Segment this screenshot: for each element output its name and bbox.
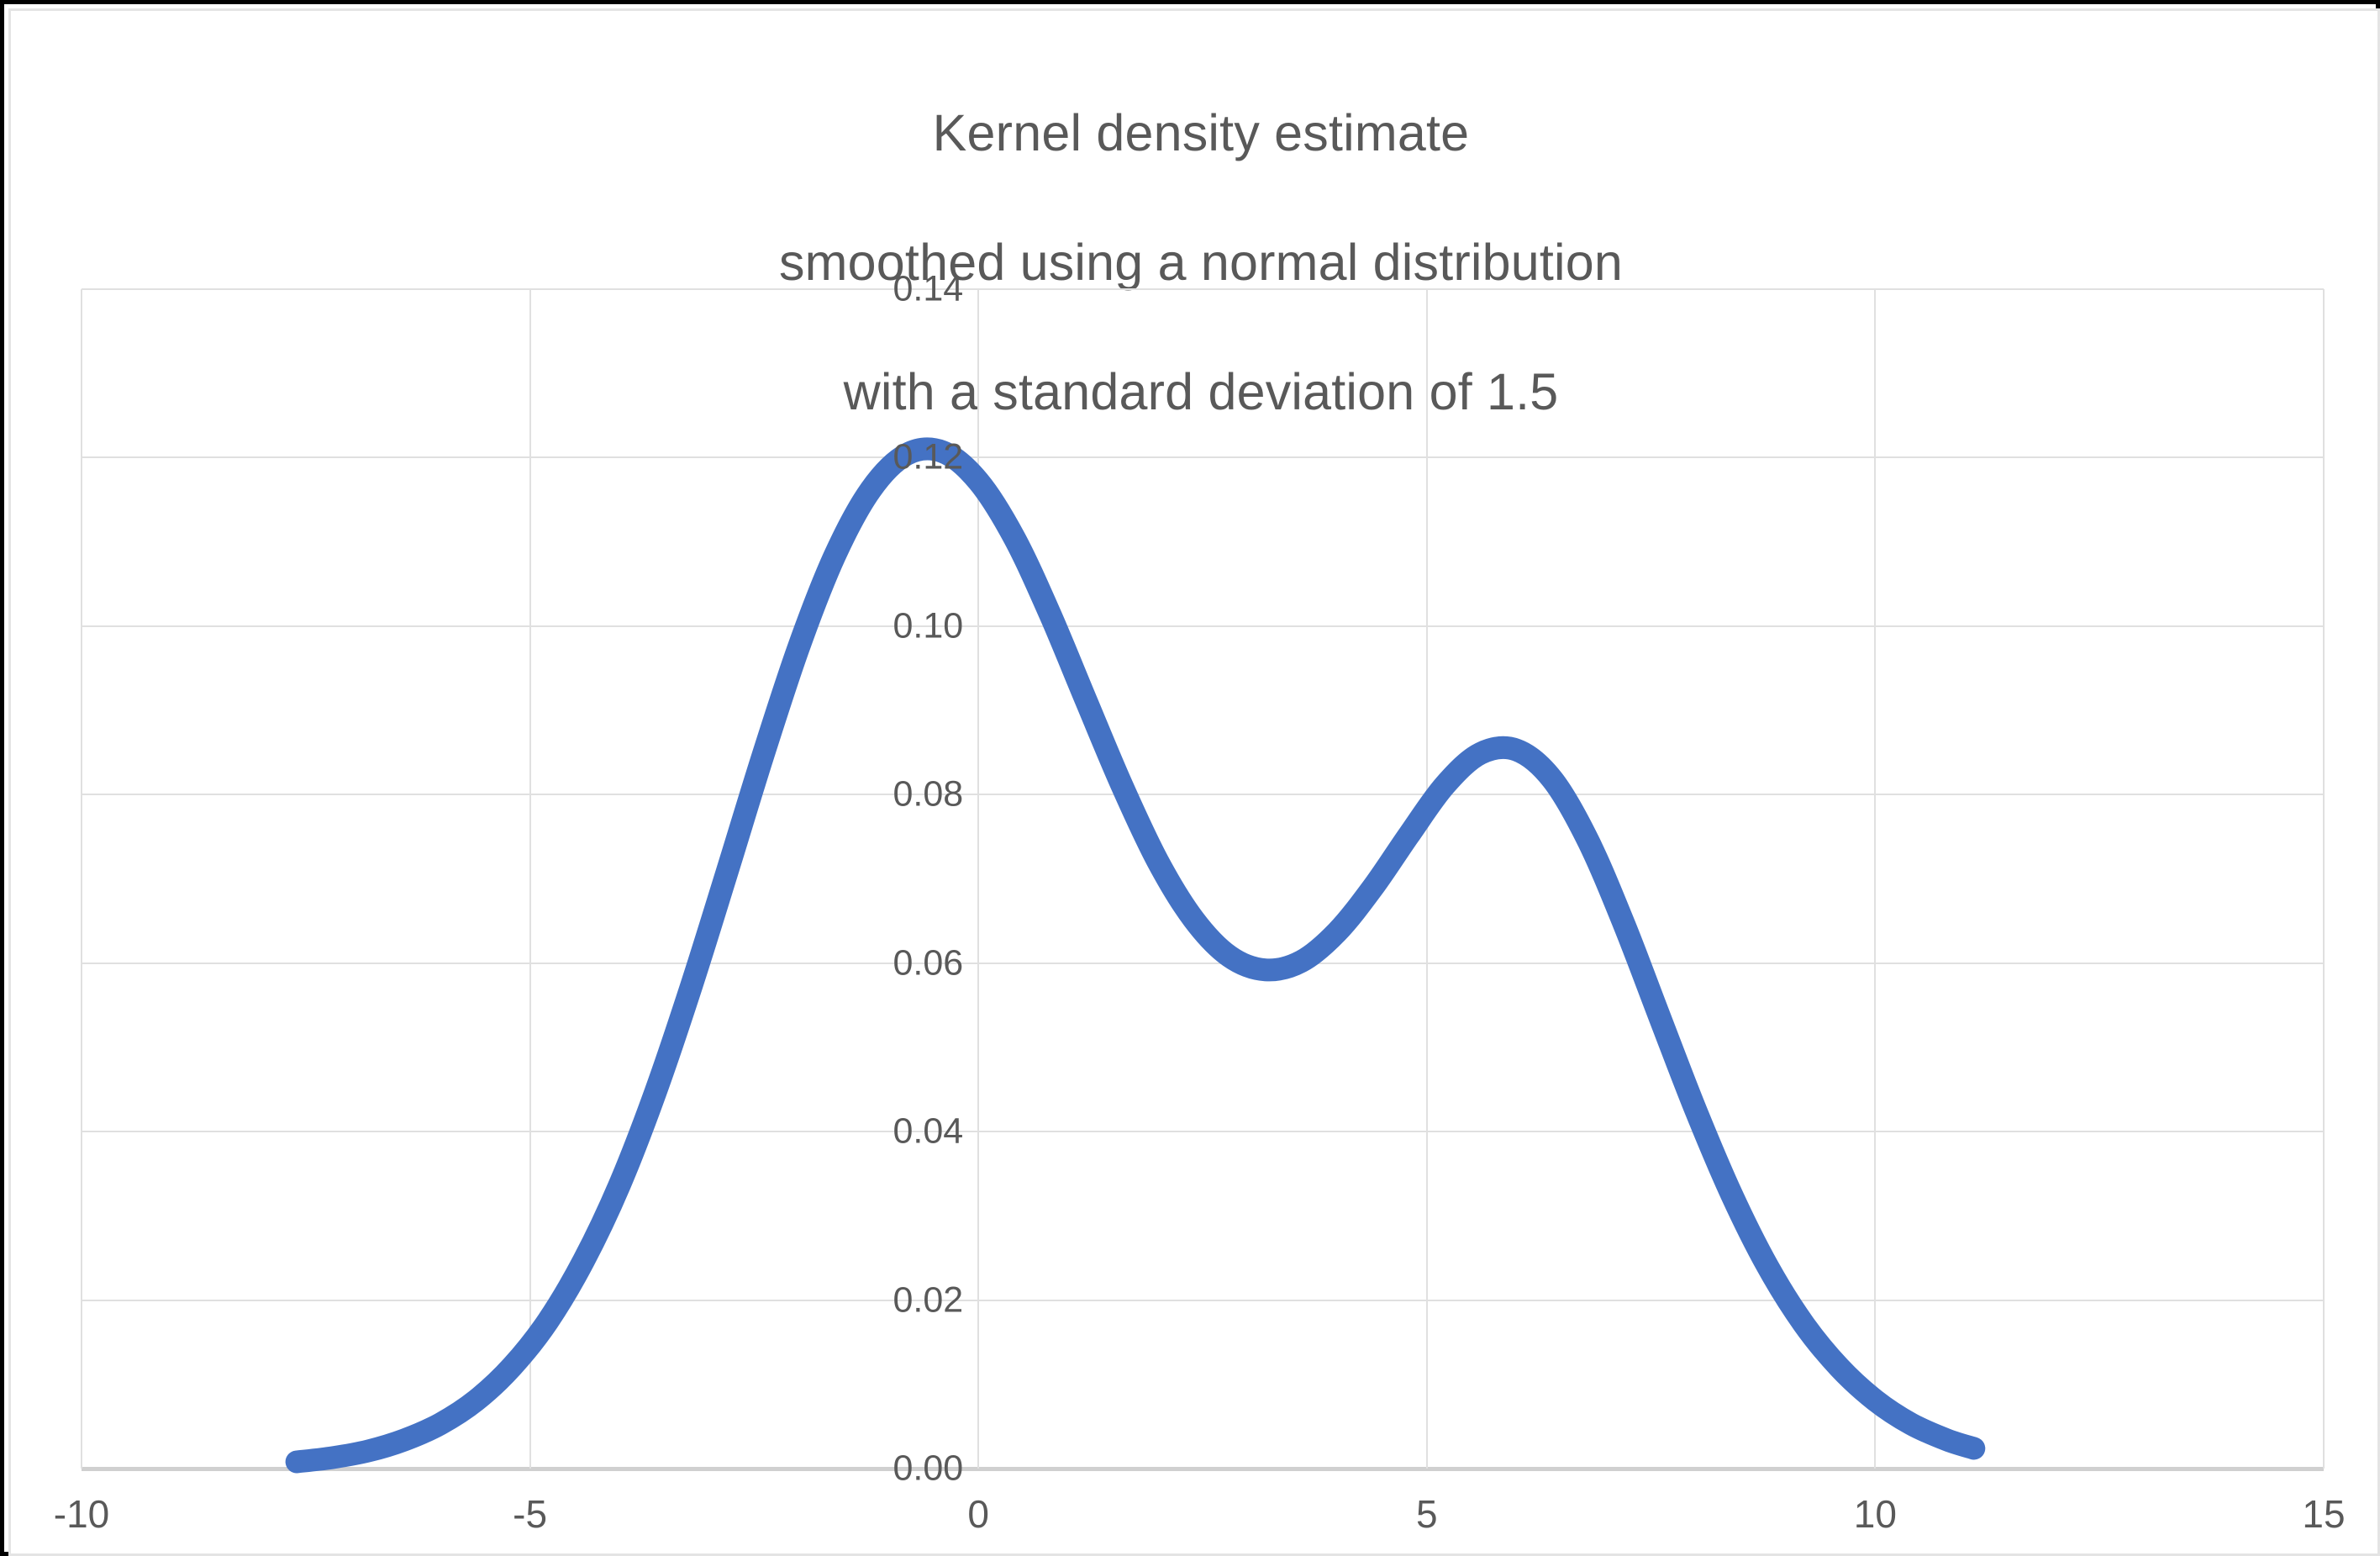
kde-curve [285,437,1986,1474]
gridline-horizontal [82,625,2324,627]
y-axis-tick-label: 0.08 [893,773,964,815]
gridline-horizontal [82,1299,2324,1301]
y-axis-tick-label: 0.12 [893,436,964,477]
chart-title: Kernel density estimate smoothed using a… [11,36,2380,489]
y-axis-tick-label: 0.10 [893,605,964,646]
y-axis-tick-label: 0.06 [893,942,964,984]
gridline-horizontal [82,288,2324,290]
gridline-vertical [977,289,980,1469]
x-axis-tick-label: 0 [967,1492,989,1536]
chart-title-line-1: Kernel density estimate [932,104,1470,161]
kde-curve-path [285,437,1986,1474]
x-axis-tick-label: 15 [2302,1492,2346,1536]
x-axis-tick-label: 5 [1416,1492,1438,1536]
chart-title-line-2: smoothed using a normal distribution [778,234,1624,291]
y-axis-tick-label: 0.14 [893,268,964,309]
gridline-vertical [529,289,531,1469]
gridline-vertical [81,289,82,1469]
y-axis-tick-label: 0.04 [893,1110,964,1152]
y-axis-tick-label: 0.00 [893,1448,964,1489]
x-axis-tick-label: -5 [513,1492,548,1536]
gridline-vertical [2323,289,2325,1469]
gridline-horizontal [82,1131,2324,1133]
gridline-horizontal [82,794,2324,796]
chart-title-line-3: with a standard deviation of 1.5 [843,363,1559,420]
x-axis-tick-label: -10 [53,1492,110,1536]
gridline-horizontal [82,456,2324,459]
x-axis-line [82,1467,2324,1471]
y-axis-tick-label: 0.02 [893,1279,964,1321]
plot-area [81,288,2325,1474]
gridline-vertical [1425,289,1428,1469]
gridline-horizontal [82,962,2324,964]
gridline-vertical [1874,289,1877,1469]
chart-inner-border: Kernel density estimate smoothed using a… [8,8,2380,1556]
x-axis-tick-label: 10 [1853,1492,1897,1536]
